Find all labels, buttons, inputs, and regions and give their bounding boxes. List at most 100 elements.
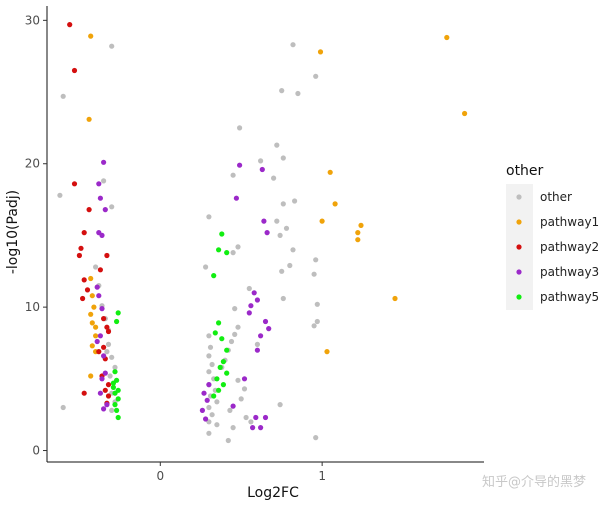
data-point-pathway2 xyxy=(97,267,103,273)
data-point-pathway5 xyxy=(216,247,222,253)
data-point-other xyxy=(232,331,238,337)
data-point-pathway5 xyxy=(224,370,230,376)
legend-label-pathway3: pathway3 xyxy=(540,265,599,279)
data-point-pathway5 xyxy=(220,359,226,365)
data-point-pathway3 xyxy=(237,162,243,168)
data-point-pathway1 xyxy=(89,343,95,349)
data-point-pathway1 xyxy=(88,33,94,39)
data-point-other xyxy=(206,404,212,411)
data-point-pathway3 xyxy=(104,402,110,408)
data-point-other xyxy=(230,250,236,256)
data-point-pathway5 xyxy=(219,336,225,342)
data-point-pathway2 xyxy=(104,252,110,259)
data-point-other xyxy=(292,198,298,204)
data-point-other xyxy=(60,93,66,99)
data-point-other xyxy=(207,344,214,350)
data-point-pathway2 xyxy=(102,387,108,393)
data-point-pathway1 xyxy=(358,222,364,228)
data-point-pathway3 xyxy=(262,414,269,421)
data-point-other xyxy=(105,341,112,347)
data-point-other xyxy=(232,306,238,312)
data-point-pathway5 xyxy=(114,318,120,325)
data-point-pathway1 xyxy=(327,169,333,175)
data-point-pathway3 xyxy=(99,232,105,238)
data-point-other xyxy=(206,430,212,436)
data-point-pathway3 xyxy=(230,403,236,409)
data-point-pathway3 xyxy=(250,425,256,431)
legend-label-pathway1: pathway1 xyxy=(540,215,599,229)
data-point-other xyxy=(238,396,244,402)
data-point-pathway5 xyxy=(110,380,116,386)
data-point-pathway5 xyxy=(220,382,226,388)
data-point-pathway2 xyxy=(71,181,78,187)
data-point-other xyxy=(206,214,212,220)
data-point-other xyxy=(277,232,283,238)
data-point-pathway2 xyxy=(67,22,73,28)
data-point-pathway3 xyxy=(254,297,260,303)
data-point-pathway1 xyxy=(88,275,94,282)
data-point-pathway3 xyxy=(206,382,212,388)
data-point-pathway3 xyxy=(102,370,108,376)
data-point-pathway2 xyxy=(76,252,82,259)
data-point-other xyxy=(228,338,235,345)
data-point-pathway5 xyxy=(115,396,121,402)
data-point-pathway1 xyxy=(444,34,450,41)
legend-label-pathway2: pathway2 xyxy=(540,240,599,254)
legend-title: other xyxy=(506,163,544,179)
legend-key-pathway5 xyxy=(516,294,522,300)
data-point-pathway2 xyxy=(81,390,87,396)
y-axis-title: -log10(Padj) xyxy=(5,190,21,274)
data-point-pathway2 xyxy=(81,277,87,283)
data-point-pathway3 xyxy=(258,333,264,339)
data-point-other xyxy=(287,262,293,269)
data-point-pathway3 xyxy=(99,376,105,382)
data-point-pathway5 xyxy=(219,231,225,237)
data-point-other xyxy=(235,324,241,330)
data-point-other xyxy=(214,422,220,428)
data-point-pathway3 xyxy=(266,326,272,332)
data-point-pathway5 xyxy=(216,320,222,326)
data-point-pathway3 xyxy=(246,310,252,316)
data-point-other xyxy=(243,414,249,421)
data-point-other xyxy=(241,386,248,392)
y-tick-label: 10 xyxy=(25,300,40,314)
legend-key-pathway3 xyxy=(516,269,522,275)
data-point-pathway5 xyxy=(214,376,220,382)
data-point-pathway5 xyxy=(115,310,121,316)
data-point-pathway1 xyxy=(86,116,92,122)
data-point-other xyxy=(280,201,286,207)
data-point-other xyxy=(311,323,317,329)
data-point-other xyxy=(313,73,319,79)
data-point-pathway3 xyxy=(199,407,205,413)
data-point-other xyxy=(227,407,233,413)
data-point-pathway1 xyxy=(88,311,94,317)
data-point-pathway3 xyxy=(201,390,207,396)
data-point-pathway3 xyxy=(94,284,100,290)
data-point-pathway3 xyxy=(96,293,102,299)
data-point-pathway3 xyxy=(258,425,264,431)
data-point-pathway1 xyxy=(392,295,398,302)
data-point-pathway5 xyxy=(112,369,118,375)
data-point-pathway1 xyxy=(355,230,361,236)
x-axis-title: Log2FC xyxy=(247,485,299,501)
y-tick-label: 0 xyxy=(32,444,40,458)
data-point-pathway3 xyxy=(97,195,103,201)
data-point-other xyxy=(274,218,280,224)
data-point-pathway5 xyxy=(212,330,218,336)
data-point-other xyxy=(109,204,115,210)
data-point-pathway2 xyxy=(101,344,107,350)
data-point-other xyxy=(314,301,320,307)
data-point-other xyxy=(230,172,236,178)
data-point-other xyxy=(237,125,243,131)
y-tick-label: 30 xyxy=(25,13,40,27)
data-point-other xyxy=(93,264,99,270)
data-point-pathway1 xyxy=(324,349,330,355)
data-point-other xyxy=(203,264,209,270)
data-point-other xyxy=(206,353,212,359)
legend-key-pathway1 xyxy=(516,219,522,225)
data-point-other xyxy=(101,178,107,184)
data-point-other xyxy=(274,142,280,148)
data-point-pathway3 xyxy=(204,397,210,403)
data-point-other xyxy=(290,247,296,253)
